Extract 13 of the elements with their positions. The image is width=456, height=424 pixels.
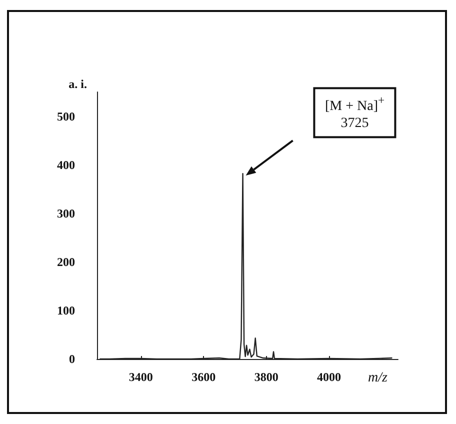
y-tick-label: 0 (69, 352, 75, 366)
y-tick-label: 400 (57, 158, 75, 172)
x-tick-label: 3600 (192, 370, 216, 384)
annotation: [M + Na]$^{+}$ 3725 (313, 86, 397, 138)
y-axis-title: a. i. (68, 77, 87, 91)
x-axis-title: m/z (368, 370, 388, 386)
y-tick-label: 300 (57, 206, 75, 220)
y-tick-label: 100 (57, 303, 75, 318)
x-tick-label: 3400 (128, 370, 153, 384)
x-tick-label: 4000 (317, 370, 342, 384)
x-tick-label: 3800 (254, 370, 278, 384)
y-tick-label: 200 (57, 254, 75, 269)
y-tick-label: 500 (57, 109, 75, 124)
